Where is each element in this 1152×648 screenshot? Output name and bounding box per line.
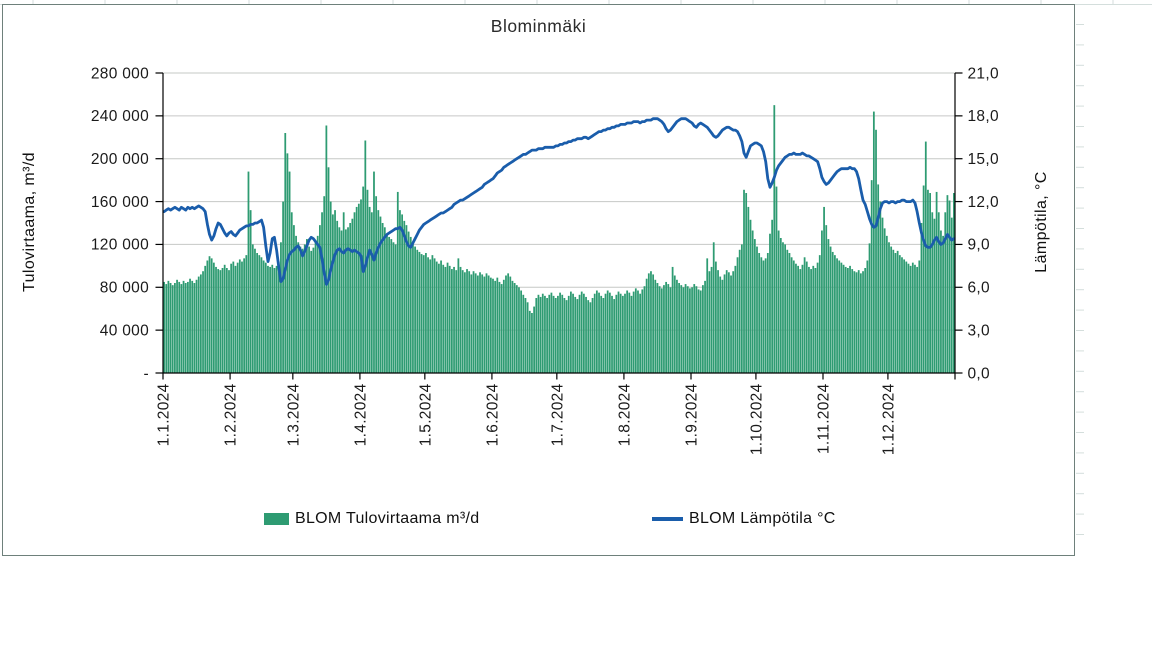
svg-text:18,0: 18,0 — [968, 108, 999, 125]
svg-text:1.5.2024: 1.5.2024 — [417, 383, 434, 446]
svg-text:1.8.2024: 1.8.2024 — [616, 383, 633, 446]
temperature-swatch-icon — [652, 517, 683, 521]
svg-text:0,0: 0,0 — [968, 365, 991, 382]
svg-text:160 000: 160 000 — [91, 194, 149, 211]
inflow-swatch-icon — [264, 513, 289, 525]
temperature-line[interactable] — [162, 117, 956, 286]
svg-text:21,0: 21,0 — [968, 65, 999, 82]
svg-text:-: - — [144, 365, 149, 382]
right-axis-title: Lämpötila, °C — [1033, 171, 1050, 273]
legend-item-temperature[interactable]: BLOM Lämpötila °C — [652, 510, 836, 528]
chart-border — [2, 4, 1075, 556]
svg-text:1.10.2024: 1.10.2024 — [748, 383, 765, 455]
left-axis-title: Tulovirtaama, m³/d — [21, 152, 38, 292]
svg-text:1.6.2024: 1.6.2024 — [484, 383, 501, 446]
svg-text:1.3.2024: 1.3.2024 — [285, 383, 302, 446]
legend-item-inflow[interactable]: BLOM Tulovirtaama m³/d — [264, 510, 479, 528]
svg-text:1.9.2024: 1.9.2024 — [684, 383, 701, 446]
legend-label-inflow: BLOM Tulovirtaama m³/d — [295, 510, 480, 527]
svg-text:120 000: 120 000 — [91, 237, 149, 254]
svg-text:280 000: 280 000 — [91, 65, 149, 82]
svg-text:9,0: 9,0 — [968, 237, 991, 254]
inflow-bars[interactable] — [163, 105, 955, 373]
legend-label-temperature: BLOM Lämpötila °C — [689, 510, 836, 527]
tick-labels: - 0,0 40 000 3,0 80 000 6,0 120 000 9,0 160 000 1… — [91, 65, 999, 455]
axes — [155, 72, 963, 380]
svg-text:1.4.2024: 1.4.2024 — [352, 383, 369, 446]
svg-text:15,0: 15,0 — [968, 151, 999, 168]
svg-text:80 000: 80 000 — [100, 280, 149, 297]
svg-text:1.2.2024: 1.2.2024 — [223, 383, 240, 446]
svg-text:1.7.2024: 1.7.2024 — [549, 383, 566, 446]
svg-text:12,0: 12,0 — [968, 194, 999, 211]
plot-gridlines — [163, 72, 955, 331]
svg-text:1.11.2024: 1.11.2024 — [816, 383, 833, 454]
chart-title: Blominmäki — [490, 16, 587, 36]
svg-text:3,0: 3,0 — [968, 322, 991, 339]
svg-text:1.1.2024: 1.1.2024 — [156, 383, 173, 446]
svg-text:6,0: 6,0 — [968, 280, 991, 297]
svg-text:240 000: 240 000 — [91, 108, 149, 125]
svg-text:40 000: 40 000 — [100, 322, 149, 339]
svg-text:200 000: 200 000 — [91, 151, 149, 168]
svg-text:1.12.2024: 1.12.2024 — [880, 383, 897, 455]
